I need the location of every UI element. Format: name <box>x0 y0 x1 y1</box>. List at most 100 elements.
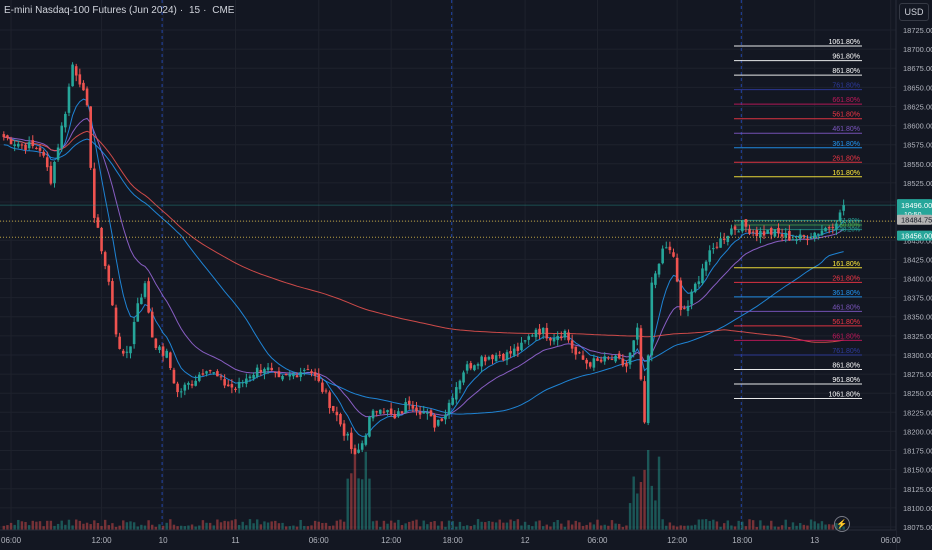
volume-bar <box>484 522 487 530</box>
candle-body <box>295 375 299 378</box>
lightning-icon[interactable]: ⚡ <box>834 516 850 532</box>
time-axis[interactable] <box>0 530 896 550</box>
price-line-value-1: 18456.00 <box>901 232 932 241</box>
candle-body <box>748 228 751 234</box>
volume-bar <box>411 520 415 530</box>
time-tick-label-0: 06:00 <box>1 536 22 545</box>
volume-bar <box>353 450 357 530</box>
interval-label[interactable]: 15 <box>189 5 201 16</box>
candle-body <box>404 402 407 413</box>
candle-body <box>581 355 585 360</box>
candle-body <box>121 350 125 354</box>
candle-body <box>190 384 194 386</box>
volume-bar <box>831 524 834 530</box>
volume-bar <box>259 524 263 530</box>
volume-bar <box>668 522 672 530</box>
fib-level-label-lower-1: 261.80% <box>832 275 860 282</box>
candle-body <box>158 346 161 351</box>
volume-bar <box>795 525 798 530</box>
volume-bar <box>158 524 161 530</box>
candle-body <box>150 311 154 338</box>
fib-mid-label-2: 38.20% <box>840 228 861 234</box>
candle-body <box>226 384 230 387</box>
candle-body <box>114 307 118 335</box>
candle-body <box>777 227 780 234</box>
volume-bar <box>498 519 501 530</box>
candle-body <box>346 433 350 436</box>
chart-legend-title: E-mini Nasdaq-100 Futures (Jun 2024) · 15… <box>4 5 235 16</box>
volume-bar <box>100 525 103 530</box>
candle-body <box>451 397 454 405</box>
candle-body <box>20 144 24 146</box>
candle-body <box>169 352 172 369</box>
candle-body <box>71 64 74 87</box>
currency-button[interactable]: USD <box>899 3 929 21</box>
candle-body <box>82 82 85 91</box>
price-tick-label-26: 18075.00 <box>903 523 932 532</box>
candle-body <box>223 379 226 386</box>
candle-body <box>27 142 31 149</box>
volume-bar <box>208 522 212 530</box>
volume-bar <box>389 520 393 530</box>
candle-body <box>607 357 610 359</box>
volume-bar <box>726 520 730 530</box>
candle-body <box>491 354 494 360</box>
volume-bar <box>610 520 614 530</box>
volume-bar <box>397 519 400 530</box>
volume-bar <box>730 525 733 530</box>
candle-body <box>2 134 6 138</box>
candle-body <box>487 356 491 360</box>
volume-bar <box>38 521 42 530</box>
candle-body <box>317 373 321 382</box>
volume-bar <box>556 520 559 530</box>
volume-bar <box>60 520 63 530</box>
candle-body <box>310 371 313 374</box>
volume-bar <box>465 525 469 530</box>
candle-body <box>610 358 614 360</box>
price-tick-label-7: 18550.00 <box>903 160 932 169</box>
candle-body <box>237 381 241 389</box>
candle-body <box>42 151 45 156</box>
volume-bar <box>89 524 92 530</box>
volume-bar <box>404 523 407 530</box>
volume-bar <box>295 526 299 530</box>
candle-body <box>342 423 346 436</box>
candle-body <box>809 237 813 239</box>
volume-bar <box>245 525 248 530</box>
volume-bar <box>712 519 715 530</box>
volume-bar <box>2 525 6 530</box>
volume-bar <box>563 526 567 530</box>
volume-bar <box>335 520 339 530</box>
candle-body <box>762 231 766 236</box>
volume-bar <box>643 469 646 530</box>
volume-bar <box>639 481 643 530</box>
volume-bar <box>190 524 194 530</box>
volume-bar <box>513 521 516 530</box>
price-axis[interactable] <box>896 0 932 550</box>
candle-body <box>382 411 386 413</box>
volume-bar <box>599 525 603 530</box>
volume-bar <box>198 525 201 530</box>
volume-bar <box>408 521 411 530</box>
volume-bar <box>437 525 440 530</box>
candle-body <box>277 371 281 378</box>
fibonacci-extension[interactable]: 1061.80% 961.80% 861.80% 761.80% 661.80% 561.… <box>734 39 862 400</box>
volume-bar <box>339 519 342 530</box>
candle-body <box>56 147 60 160</box>
symbol-name[interactable]: E-mini Nasdaq-100 Futures (Jun 2024) <box>4 5 177 16</box>
volume-bar <box>824 524 827 530</box>
fib-level-label-lower-2: 361.80% <box>832 290 860 297</box>
volume-bar <box>147 520 150 530</box>
candle-body <box>234 388 237 391</box>
time-tick-label-7: 12 <box>521 536 530 545</box>
volume-bar <box>447 520 451 530</box>
candle-body <box>194 380 197 386</box>
price-tick-label-11: 18450.00 <box>903 236 932 245</box>
fib-level-label-lower-7: 861.80% <box>832 362 860 369</box>
volume-bar <box>230 520 234 530</box>
candle-body <box>465 364 469 371</box>
candle-body <box>798 234 802 239</box>
volume-bar <box>266 522 270 530</box>
candle-body <box>219 376 223 378</box>
